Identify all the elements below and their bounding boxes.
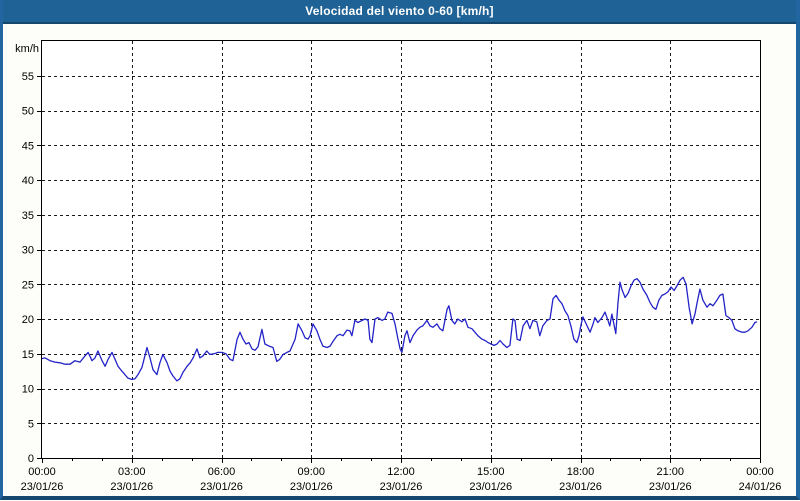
x-time-label: 03:00 — [118, 466, 146, 478]
y-tick-label: 50 — [22, 106, 34, 118]
x-time-label: 18:00 — [567, 466, 595, 478]
x-time-label: 09:00 — [297, 466, 325, 478]
y-tick-label: 25 — [22, 279, 34, 291]
plot-border — [40, 39, 762, 460]
x-date-label: 23/01/26 — [469, 481, 512, 493]
y-tick-label: 35 — [22, 210, 34, 222]
x-date-label: 23/01/26 — [649, 481, 692, 493]
plot-background — [42, 41, 760, 458]
y-tick-label: 5 — [28, 418, 34, 430]
y-tick-label: 10 — [22, 384, 34, 396]
x-axis-labels: 00:00 23/01/26 03:00 23/01/26 06:00 23/01/26 0… — [21, 466, 782, 493]
x-date-label: 23/01/26 — [380, 481, 423, 493]
x-time-label: 12:00 — [387, 466, 415, 478]
x-time-label: 00:00 — [746, 466, 774, 478]
y-tick-label: 30 — [22, 245, 34, 257]
x-date-label: 23/01/26 — [290, 481, 333, 493]
x-date-label: 24/01/26 — [739, 481, 782, 493]
x-time-label: 00:00 — [28, 466, 56, 478]
y-tick-label: 0 — [28, 453, 34, 465]
y-axis-labels: 0 5 10 15 20 25 30 35 40 45 50 55 — [22, 71, 34, 465]
y-tick-label: 15 — [22, 349, 34, 361]
y-tick-label: 40 — [22, 175, 34, 187]
x-time-label: 15:00 — [477, 466, 505, 478]
x-date-label: 23/01/26 — [110, 481, 153, 493]
window-title: Velocidad del viento 0-60 [km/h] — [305, 4, 494, 18]
wind-speed-chart: 0510152025303540455055km/h00:0023/01/260… — [15, 39, 782, 493]
x-date-label: 23/01/26 — [21, 481, 64, 493]
x-time-label: 21:00 — [656, 466, 684, 478]
x-date-label: 23/01/26 — [559, 481, 602, 493]
y-unit-label: km/h — [15, 43, 39, 55]
y-tick-label: 45 — [22, 140, 34, 152]
title-bar: Velocidad del viento 0-60 [km/h] — [3, 0, 796, 24]
y-tick-label: 20 — [22, 314, 34, 326]
chart-container: 0 5 10 15 20 25 30 35 40 45 50 55 km/h 00:00 23/01/26 0… — [3, 24, 796, 496]
y-tick-label: 55 — [22, 71, 34, 83]
x-time-label: 06:00 — [208, 466, 236, 478]
x-date-label: 23/01/26 — [200, 481, 243, 493]
wind-speed-line — [41, 276, 758, 382]
